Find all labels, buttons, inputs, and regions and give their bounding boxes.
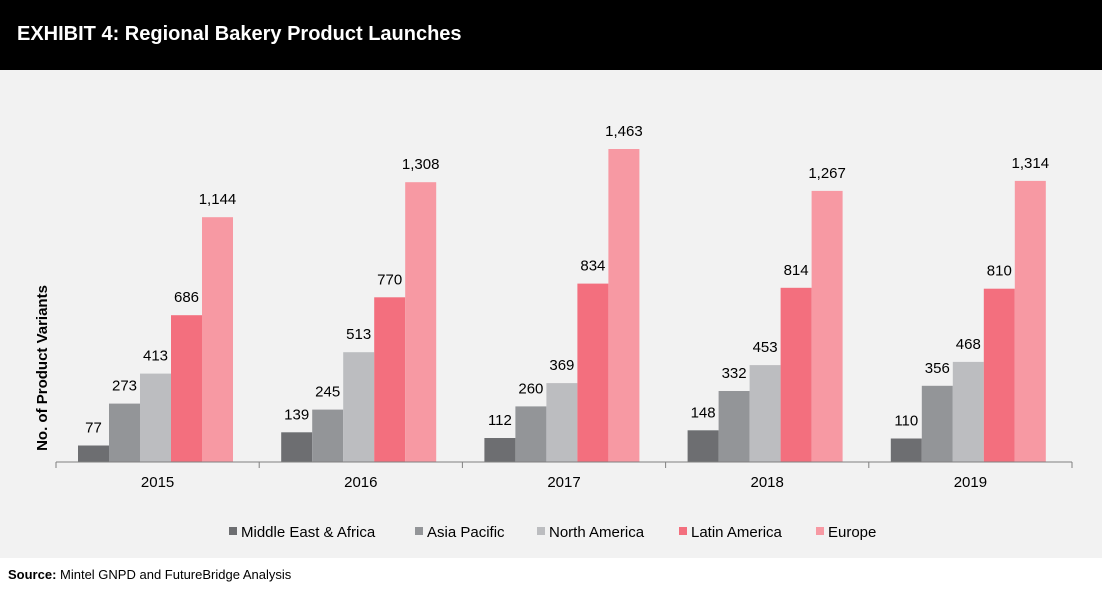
data-label: 112 — [488, 412, 512, 429]
data-label: 810 — [987, 263, 1012, 280]
bar-middle-east-africa-2017 — [484, 438, 516, 462]
data-label: 1,314 — [1012, 155, 1050, 172]
data-label: 770 — [377, 271, 402, 288]
legend-label: Latin America — [691, 524, 783, 541]
legend-label: Asia Pacific — [427, 524, 505, 541]
legend-swatch — [229, 527, 237, 535]
y-axis-label: No. of Product Variants — [34, 285, 51, 451]
source-text: Mintel GNPD and FutureBridge Analysis — [56, 567, 292, 582]
exhibit-header: EXHIBIT 4: Regional Bakery Product Launc… — [0, 0, 1102, 70]
legend-item: North America — [537, 524, 645, 541]
data-label: 332 — [722, 365, 747, 382]
bar-north-america-2015 — [140, 373, 171, 462]
legend-item: Europe — [816, 524, 876, 541]
bar-chart: 77 273 413 686 1,144 139 245 513 770 1,308 112 260 3… — [34, 123, 1073, 541]
data-label: 273 — [112, 378, 137, 395]
x-tick-label: 2016 — [344, 474, 377, 491]
bar-asia-pacific-2017 — [515, 406, 547, 462]
data-label: 1,463 — [605, 123, 643, 140]
bar-asia-pacific-2019 — [921, 385, 953, 462]
bar-middle-east-africa-2016 — [281, 432, 313, 462]
data-label: 453 — [753, 339, 778, 356]
legend-item: Asia Pacific — [415, 524, 505, 541]
data-label: 468 — [956, 336, 981, 353]
bar-middle-east-africa-2015 — [78, 445, 109, 462]
data-label: 148 — [691, 404, 716, 421]
chart-panel — [0, 70, 1102, 558]
bar-north-america-2017 — [546, 383, 578, 462]
legend-label: Middle East & Africa — [241, 524, 376, 541]
x-tick-label: 2019 — [954, 474, 987, 491]
bar-north-america-2016 — [343, 352, 375, 462]
bar-middle-east-africa-2019 — [890, 438, 922, 462]
bar-europe-2015 — [202, 217, 233, 462]
legend-swatch — [537, 527, 545, 535]
bar-north-america-2019 — [952, 361, 984, 462]
data-label: 834 — [580, 258, 605, 275]
data-label: 1,267 — [808, 165, 846, 182]
data-label: 1,144 — [199, 191, 237, 208]
x-tick-label: 2018 — [751, 474, 784, 491]
bar-latin-america-2017 — [577, 283, 609, 462]
data-label: 139 — [284, 406, 309, 423]
bar-europe-2017 — [608, 149, 640, 462]
value-labels-layer: 77 273 413 686 1,144 139 245 513 770 1,308 112 260 3… — [85, 123, 1049, 437]
data-label: 369 — [549, 357, 574, 374]
bar-middle-east-africa-2018 — [687, 430, 719, 462]
x-axis: 2015 2016 2017 2018 2019 — [55, 461, 1073, 491]
data-label: 110 — [894, 413, 918, 430]
data-label: 356 — [925, 360, 950, 377]
x-tick-label: 2015 — [141, 474, 174, 491]
bars-layer — [78, 149, 1046, 462]
x-tick-label: 2017 — [547, 474, 580, 491]
bar-europe-2019 — [1014, 180, 1046, 462]
legend-label: North America — [549, 524, 645, 541]
legend: Middle East & Africa Asia Pacific North Am… — [229, 524, 876, 541]
data-label: 814 — [784, 262, 809, 279]
legend-item: Middle East & Africa — [229, 524, 376, 541]
bar-latin-america-2015 — [171, 315, 202, 462]
bar-latin-america-2018 — [780, 287, 812, 462]
bar-latin-america-2016 — [374, 297, 406, 462]
bar-asia-pacific-2015 — [109, 403, 140, 462]
bar-latin-america-2019 — [983, 288, 1015, 462]
data-label: 513 — [346, 326, 371, 343]
bar-asia-pacific-2016 — [312, 409, 344, 462]
data-label: 1,308 — [402, 156, 440, 173]
source-note: Source: Mintel GNPD and FutureBridge Ana… — [8, 567, 291, 582]
legend-swatch — [679, 527, 687, 535]
legend-label: Europe — [828, 524, 876, 541]
bar-europe-2018 — [811, 190, 843, 462]
bar-north-america-2018 — [749, 365, 781, 462]
bar-europe-2016 — [405, 182, 437, 462]
legend-swatch — [816, 527, 824, 535]
exhibit-title: EXHIBIT 4: Regional Bakery Product Launc… — [17, 23, 462, 45]
data-label: 686 — [174, 289, 199, 306]
data-label: 260 — [518, 380, 543, 397]
data-label: 413 — [143, 348, 168, 365]
data-label: 77 — [85, 420, 102, 437]
legend-swatch — [415, 527, 423, 535]
source-label: Source: — [8, 567, 57, 582]
bar-asia-pacific-2018 — [718, 391, 750, 462]
legend-item: Latin America — [679, 524, 783, 541]
data-label: 245 — [315, 384, 340, 401]
